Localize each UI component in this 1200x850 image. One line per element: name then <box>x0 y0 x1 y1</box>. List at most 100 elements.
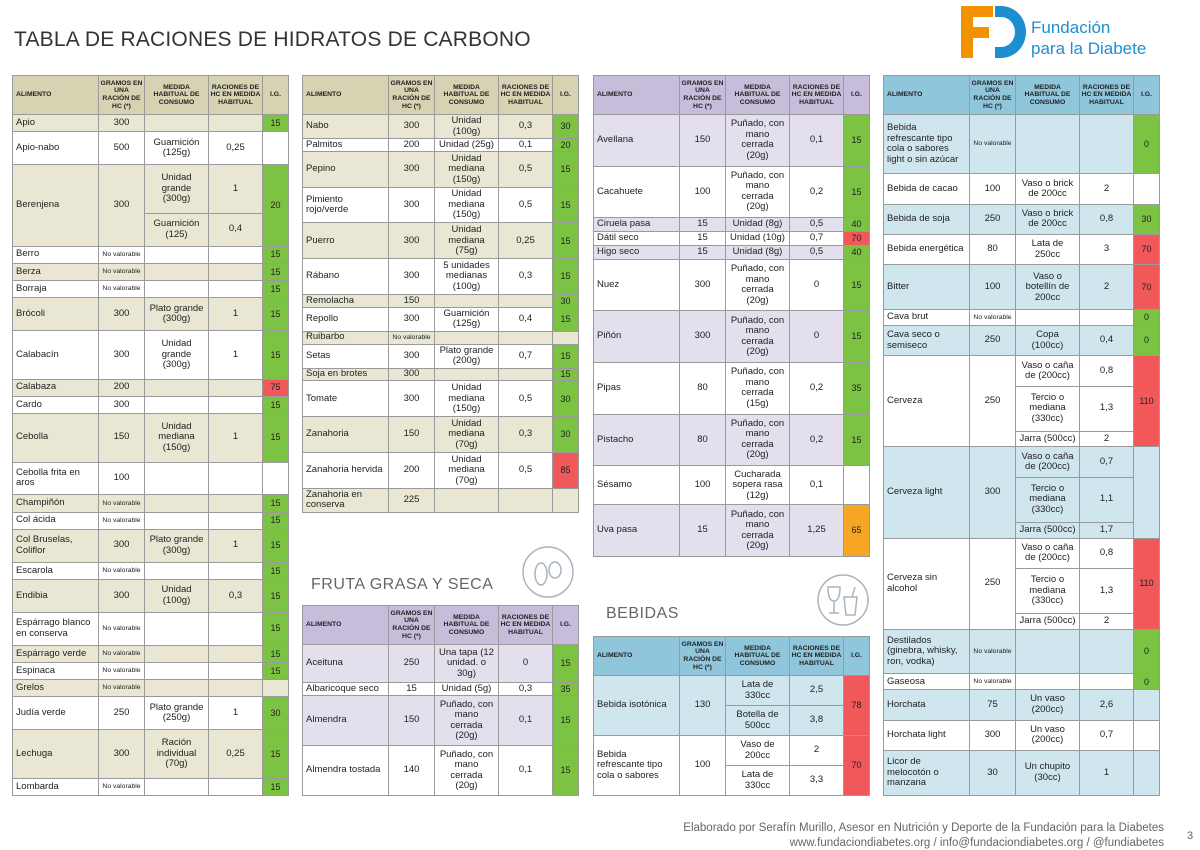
grams: 200 <box>98 378 145 397</box>
food-name: Berenjena <box>12 164 99 247</box>
food-name: Bebida refrescante tipo cola o sabores <box>593 735 680 796</box>
rations: 1 <box>208 330 263 380</box>
rations <box>498 330 553 345</box>
food-name: Cerveza light <box>883 446 970 539</box>
column-header: GRAMOS EN UNA RACIÓN DE HC (*) <box>679 75 726 115</box>
rations: 0,5 <box>789 217 844 233</box>
rations: 0,8 <box>1079 203 1134 236</box>
glycemic-index: 15 <box>262 729 289 779</box>
rations <box>208 644 263 663</box>
rations: 1 <box>208 696 263 731</box>
food-name: Soja en brotes <box>302 367 389 382</box>
glycemic-index: 15 <box>552 745 579 796</box>
food-name: Destilados (ginebra, whisky, ron, vodka) <box>883 628 970 675</box>
food-row: Remolacha 150 30 <box>302 294 579 308</box>
food-row: Escarola No valorable 15 <box>12 561 289 580</box>
food-row: Tercio o mediana (330cc) 1,1 <box>884 476 1160 523</box>
column-header: MEDIDA HABITUAL DE CONSUMO <box>725 75 790 115</box>
food-row: Berza No valorable 15 <box>12 262 289 281</box>
food-name: Sésamo <box>593 465 680 506</box>
grams: 140 <box>388 745 435 796</box>
food-row: Sésamo 100 Cucharada sopera rasa (12g) 0,1 <box>593 465 870 506</box>
grams: 250 <box>969 537 1016 630</box>
measure: Vaso o caña de (200cc) <box>1015 537 1080 569</box>
column-header: GRAMOS EN UNA RACIÓN DE HC (*) <box>388 75 435 115</box>
rations <box>208 494 263 513</box>
grams: 200 <box>388 451 435 489</box>
rations <box>208 113 263 133</box>
grams: 300 <box>679 258 726 312</box>
rations <box>1079 309 1134 327</box>
food-name: Cacahuete <box>593 165 680 219</box>
glycemic-index <box>262 461 289 496</box>
grams: No valorable <box>98 679 145 698</box>
glycemic-index: 110 <box>1133 537 1160 630</box>
measure <box>144 378 209 397</box>
measure: Lata de 330cc <box>725 675 790 706</box>
food-row: Cerveza 250 Vaso o caña de (200cc) 0,8 110 <box>883 355 1160 448</box>
measure: Un chupito (30cc) <box>1015 749 1080 797</box>
food-row: Berenjena 300 Unidad grande (300g) 1 20 <box>12 164 289 247</box>
rations: 0,2 <box>789 165 844 219</box>
grams: No valorable <box>98 611 145 646</box>
glycemic-index <box>1133 446 1160 539</box>
food-name: Lechuga <box>12 729 99 779</box>
rations: 0,3 <box>208 578 263 613</box>
food-row: Guarnición (125) 0,4 <box>13 212 289 247</box>
food-name: Grelos <box>12 679 99 698</box>
rations: 1,1 <box>1079 476 1134 523</box>
glycemic-index: 35 <box>552 681 579 697</box>
food-row: Lechuga 300 Ración individual (70g) 0,25 15 <box>12 729 289 779</box>
food-row: Tercio o mediana (330cc) 1,3 <box>884 385 1160 432</box>
rations: 1 <box>208 528 263 563</box>
grams: 80 <box>679 413 726 467</box>
food-row: Judía verde 250 Plato grande (250g) 1 30 <box>12 696 289 731</box>
column-header: RACIONES DE HC EN MEDIDA HABITUAL <box>208 75 263 115</box>
glycemic-index: 0 <box>1133 309 1160 327</box>
rations <box>498 487 553 514</box>
grams: 75 <box>969 689 1016 721</box>
food-name: Judía verde <box>12 696 99 731</box>
measure: Unidad (25g) <box>434 138 499 152</box>
measure: Un vaso (200cc) <box>1015 719 1080 751</box>
measure <box>144 611 209 646</box>
glycemic-index <box>552 330 579 345</box>
grams: 30 <box>969 749 1016 797</box>
grams: No valorable <box>98 644 145 663</box>
food-row: Dátil seco 15 Unidad (10g) 0,7 70 <box>593 231 870 246</box>
measure: Puñado, con mano cerrada (20g) <box>725 310 790 363</box>
grams: 80 <box>969 234 1016 266</box>
food-row: Pipas 80 Puñado, con mano cerrada (15g) 0,2… <box>593 362 870 415</box>
food-name: Remolacha <box>302 294 389 308</box>
logo-text: Fundación <box>1031 18 1110 37</box>
rations <box>208 378 263 397</box>
table-header: ALIMENTO GRAMOS EN UNA RACIÓN DE HC (*) ME… <box>12 75 289 115</box>
food-row: Brócoli 300 Plato grande (300g) 1 15 <box>12 297 289 331</box>
measure: Unidad (8g) <box>725 217 790 233</box>
grams: 100 <box>679 165 726 219</box>
food-row: Aceituna 250 Una tapa (12 unidad. o 30g) 0 1… <box>302 644 579 683</box>
logo: Fundación para la Diabetes <box>955 0 1147 64</box>
column-header: I.G. <box>843 75 870 115</box>
measure <box>144 679 209 698</box>
food-name: Pipas <box>593 362 680 415</box>
rations: 3 <box>1079 234 1134 266</box>
glycemic-index: 70 <box>1133 264 1160 311</box>
page-title: TABLA DE RACIONES DE HIDRATOS DE CARBONO <box>14 28 531 51</box>
rations: 2,6 <box>1079 689 1134 721</box>
food-name: Lombarda <box>12 777 99 797</box>
grams: 100 <box>98 461 145 496</box>
measure: Puñado, con mano cerrada (20g) <box>725 413 790 467</box>
grams: 300 <box>98 330 145 380</box>
food-name: Avellana <box>593 114 680 167</box>
food-name: Apio-nabo <box>12 131 99 166</box>
rations: 0,8 <box>1079 355 1134 387</box>
glycemic-index <box>843 465 870 506</box>
measure: Vaso o botellín de 200cc <box>1015 264 1080 311</box>
food-name: Bebida refrescante tipo cola o sabores l… <box>883 113 970 175</box>
food-name: Cebolla frita en aros <box>12 461 99 496</box>
food-row: Licor de melocotón o manzana 30 Un chupito… <box>883 749 1160 797</box>
measure: Plato grande (300g) <box>144 528 209 563</box>
food-name: Licor de melocotón o manzana <box>883 749 970 797</box>
rations <box>208 511 263 530</box>
